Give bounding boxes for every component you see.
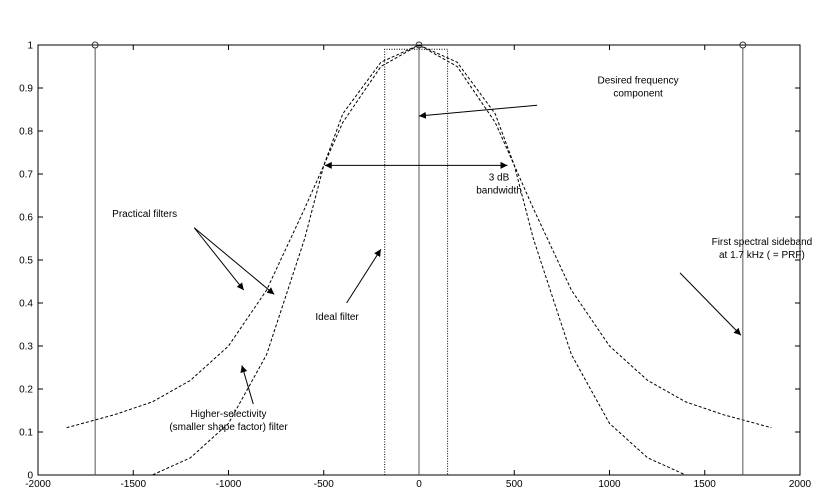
annotation-5: Ideal filter xyxy=(315,312,359,323)
x-tick-label: -500 xyxy=(314,479,334,490)
x-tick-label: -1000 xyxy=(216,479,242,490)
series-line-3 xyxy=(384,48,449,475)
y-tick-label: 0.7 xyxy=(19,170,33,181)
y-tick-label: 0.2 xyxy=(19,385,33,396)
series-line-1 xyxy=(66,44,772,429)
annotation-arrow-5 xyxy=(346,248,382,304)
x-tick-label: -1500 xyxy=(120,479,146,490)
x-tick-label: 1500 xyxy=(694,479,717,490)
y-tick-label: 0 xyxy=(27,471,33,482)
x-tick-label: -2000 xyxy=(25,479,51,490)
y-tick-label: 0.1 xyxy=(19,428,33,439)
x-tick-label: 0 xyxy=(416,479,422,490)
annotation-arrow-3b xyxy=(193,227,275,295)
stem-marker-2 xyxy=(415,41,423,49)
stem-marker-3 xyxy=(739,41,747,49)
y-tick-label: 0.6 xyxy=(19,213,33,224)
y-tick-label: 1 xyxy=(27,41,33,52)
y-tick-label: 0.4 xyxy=(19,299,33,310)
annotation-1: Desired frequency component xyxy=(597,76,678,100)
y-tick-label: 0.8 xyxy=(19,127,33,138)
series-line-2 xyxy=(142,44,696,476)
annotation-2: 3 dB bandwidth xyxy=(476,172,522,196)
x-tick-label: 1000 xyxy=(598,479,621,490)
annotation-arrow-1 xyxy=(418,104,538,119)
y-tick-label: 0.9 xyxy=(19,84,33,95)
annotation-4: First spectral sideband at 1.7 kHz ( = PR… xyxy=(712,237,813,261)
y-tick-label: 0.3 xyxy=(19,342,33,353)
annotation-6: Higher-selectivity (smaller shape factor)… xyxy=(169,409,288,433)
annotation-arrow-6 xyxy=(240,365,254,405)
x-tick-label: 2000 xyxy=(789,479,812,490)
annotation-3: Practical filters xyxy=(112,209,177,220)
y-tick-label: 0.5 xyxy=(19,256,33,267)
annotation-arrow-3 xyxy=(193,227,245,291)
annotation-arrow-4 xyxy=(679,272,742,336)
x-tick-label: 500 xyxy=(506,479,523,490)
stem-marker-1 xyxy=(91,41,99,49)
